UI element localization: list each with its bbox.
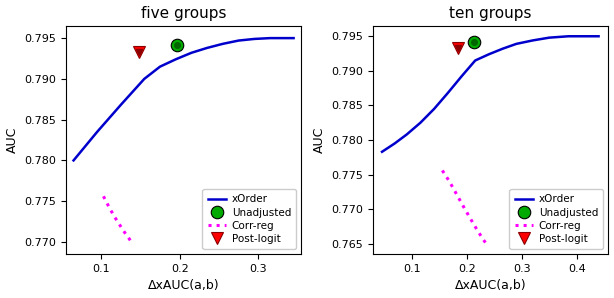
Corr-reg xyxy=(453,192,460,195)
Corr-reg xyxy=(466,216,473,219)
xOrder xyxy=(403,133,410,136)
xOrder xyxy=(417,121,424,125)
Legend: xOrder, Unadjusted, Corr-reg, Post-logit: xOrder, Unadjusted, Corr-reg, Post-logit xyxy=(203,189,296,249)
Y-axis label: AUC: AUC xyxy=(313,127,325,153)
xOrder xyxy=(188,51,195,55)
xOrder xyxy=(595,35,602,38)
xOrder xyxy=(219,42,227,46)
Corr-reg xyxy=(120,229,128,233)
xOrder xyxy=(513,42,520,46)
Line: xOrder: xOrder xyxy=(74,38,293,160)
Corr-reg xyxy=(484,243,491,247)
xOrder xyxy=(157,65,164,69)
Corr-reg xyxy=(115,222,123,226)
Corr-reg xyxy=(479,237,486,240)
X-axis label: ΔxAUC(a,b): ΔxAUC(a,b) xyxy=(455,280,526,292)
xOrder xyxy=(499,47,507,50)
xOrder xyxy=(141,77,148,81)
xOrder xyxy=(581,35,589,38)
xOrder xyxy=(235,39,243,42)
xOrder xyxy=(266,36,274,40)
Corr-reg xyxy=(105,205,112,209)
Corr-reg xyxy=(459,203,466,207)
xOrder xyxy=(391,142,398,145)
xOrder xyxy=(117,103,125,107)
xOrder xyxy=(444,91,451,95)
Corr-reg xyxy=(125,236,132,240)
Corr-reg xyxy=(111,215,118,218)
xOrder xyxy=(485,52,492,56)
xOrder xyxy=(172,58,179,61)
xOrder xyxy=(203,46,211,50)
Y-axis label: AUC: AUC xyxy=(6,127,18,153)
xOrder xyxy=(565,35,572,38)
xOrder xyxy=(378,150,386,153)
Corr-reg xyxy=(438,169,446,172)
Corr-reg xyxy=(129,242,136,245)
xOrder xyxy=(546,36,553,39)
Line: xOrder: xOrder xyxy=(382,36,599,152)
Title: five groups: five groups xyxy=(141,6,227,21)
xOrder xyxy=(290,36,297,40)
xOrder xyxy=(430,107,438,111)
xOrder xyxy=(282,36,289,40)
Line: Corr-reg: Corr-reg xyxy=(442,170,488,245)
xOrder xyxy=(472,59,479,62)
Legend: xOrder, Unadjusted, Corr-reg, Post-logit: xOrder, Unadjusted, Corr-reg, Post-logit xyxy=(510,189,603,249)
xOrder xyxy=(529,39,537,42)
xOrder xyxy=(70,159,77,162)
Line: Corr-reg: Corr-reg xyxy=(103,196,133,243)
Corr-reg xyxy=(446,180,453,183)
Corr-reg xyxy=(99,195,107,198)
xOrder xyxy=(458,74,465,78)
Title: ten groups: ten groups xyxy=(449,6,532,21)
xOrder xyxy=(93,130,101,134)
xOrder xyxy=(251,37,258,41)
X-axis label: ΔxAUC(a,b): ΔxAUC(a,b) xyxy=(148,280,219,292)
Corr-reg xyxy=(473,227,480,230)
